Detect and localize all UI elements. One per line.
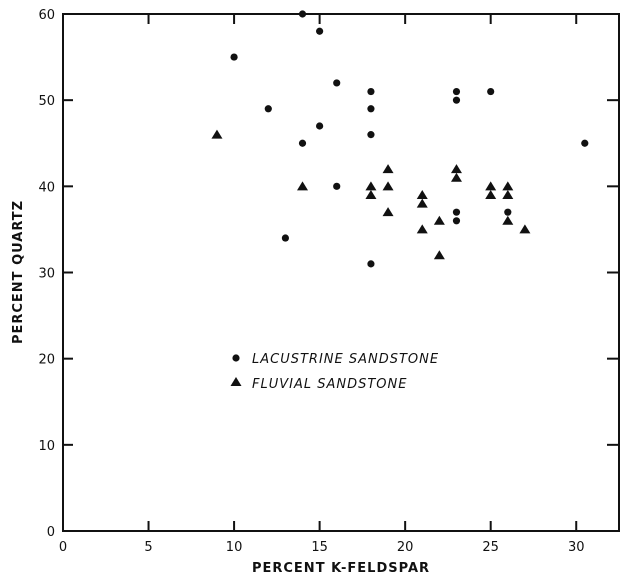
y-axis-title: PERCENT QUARTZ [11, 200, 26, 344]
lacustrine-point [487, 87, 495, 96]
lacustrine-point [452, 217, 461, 225]
lacustrine-point [452, 87, 461, 96]
fluvial-point [485, 189, 497, 199]
data-points [211, 10, 589, 268]
fluvial-point [519, 224, 531, 234]
fluvial-point [297, 181, 309, 191]
lacustrine-point [230, 53, 238, 61]
legend-marker-fluvial [230, 377, 242, 386]
y-tick-label: 0 [47, 525, 55, 540]
lacustrine-point [298, 139, 307, 147]
fluvial-point [211, 129, 223, 139]
series-lacustrine [230, 10, 589, 268]
fluvial-point [502, 215, 514, 225]
series-fluvial [211, 129, 531, 260]
fluvial-point [450, 164, 462, 174]
fluvial-point [433, 250, 445, 260]
fluvial-point [382, 181, 394, 191]
lacustrine-point [504, 208, 512, 216]
lacustrine-point [333, 182, 341, 190]
lacustrine-point [367, 260, 375, 268]
fluvial-point [382, 164, 394, 174]
x-tick-label: 30 [568, 540, 585, 555]
lacustrine-point [333, 79, 341, 87]
y-axis-ticks: 0 10 20 30 40 50 60 [38, 8, 619, 540]
y-tick-label: 20 [38, 353, 55, 368]
y-tick-label: 30 [38, 267, 55, 282]
lacustrine-point [316, 122, 324, 130]
fluvial-point [416, 224, 428, 234]
lacustrine-point [581, 139, 589, 147]
legend-label-fluvial: FLUVIAL SANDSTONE [252, 377, 407, 392]
y-tick-label: 40 [38, 180, 55, 195]
lacustrine-point [452, 208, 461, 216]
y-tick-label: 10 [38, 439, 55, 454]
fluvial-point [485, 181, 497, 191]
x-tick-label: 20 [397, 540, 414, 555]
fluvial-point [416, 198, 428, 208]
lacustrine-point [281, 234, 289, 242]
legend: LACUSTRINE SANDSTONE FLUVIAL SANDSTONE [230, 352, 439, 392]
x-axis-title: PERCENT K-FELDSPAR [252, 561, 430, 576]
plot-frame [62, 13, 620, 532]
x-axis-ticks: 0 5 10 15 20 25 30 [59, 14, 585, 555]
legend-marker-lacustrine [232, 354, 240, 362]
y-tick-label: 60 [38, 8, 55, 23]
lacustrine-point [452, 96, 461, 104]
x-tick-label: 5 [144, 540, 152, 555]
fluvial-point [502, 181, 514, 191]
fluvial-point [416, 189, 428, 199]
y-tick-label: 50 [38, 94, 55, 109]
lacustrine-point [367, 87, 375, 96]
x-tick-label: 25 [482, 540, 499, 555]
legend-label-lacustrine: LACUSTRINE SANDSTONE [252, 352, 439, 367]
fluvial-point [502, 189, 514, 199]
fluvial-point [433, 215, 445, 225]
fluvial-point [450, 172, 462, 182]
lacustrine-point [264, 105, 272, 113]
lacustrine-point [298, 10, 307, 18]
x-tick-label: 0 [59, 540, 67, 555]
lacustrine-point [316, 27, 324, 35]
fluvial-point [365, 181, 377, 191]
fluvial-point [382, 207, 394, 217]
lacustrine-point [367, 131, 375, 139]
x-tick-label: 15 [311, 540, 328, 555]
fluvial-point [365, 189, 377, 199]
x-tick-label: 10 [226, 540, 243, 555]
lacustrine-point [367, 105, 375, 113]
